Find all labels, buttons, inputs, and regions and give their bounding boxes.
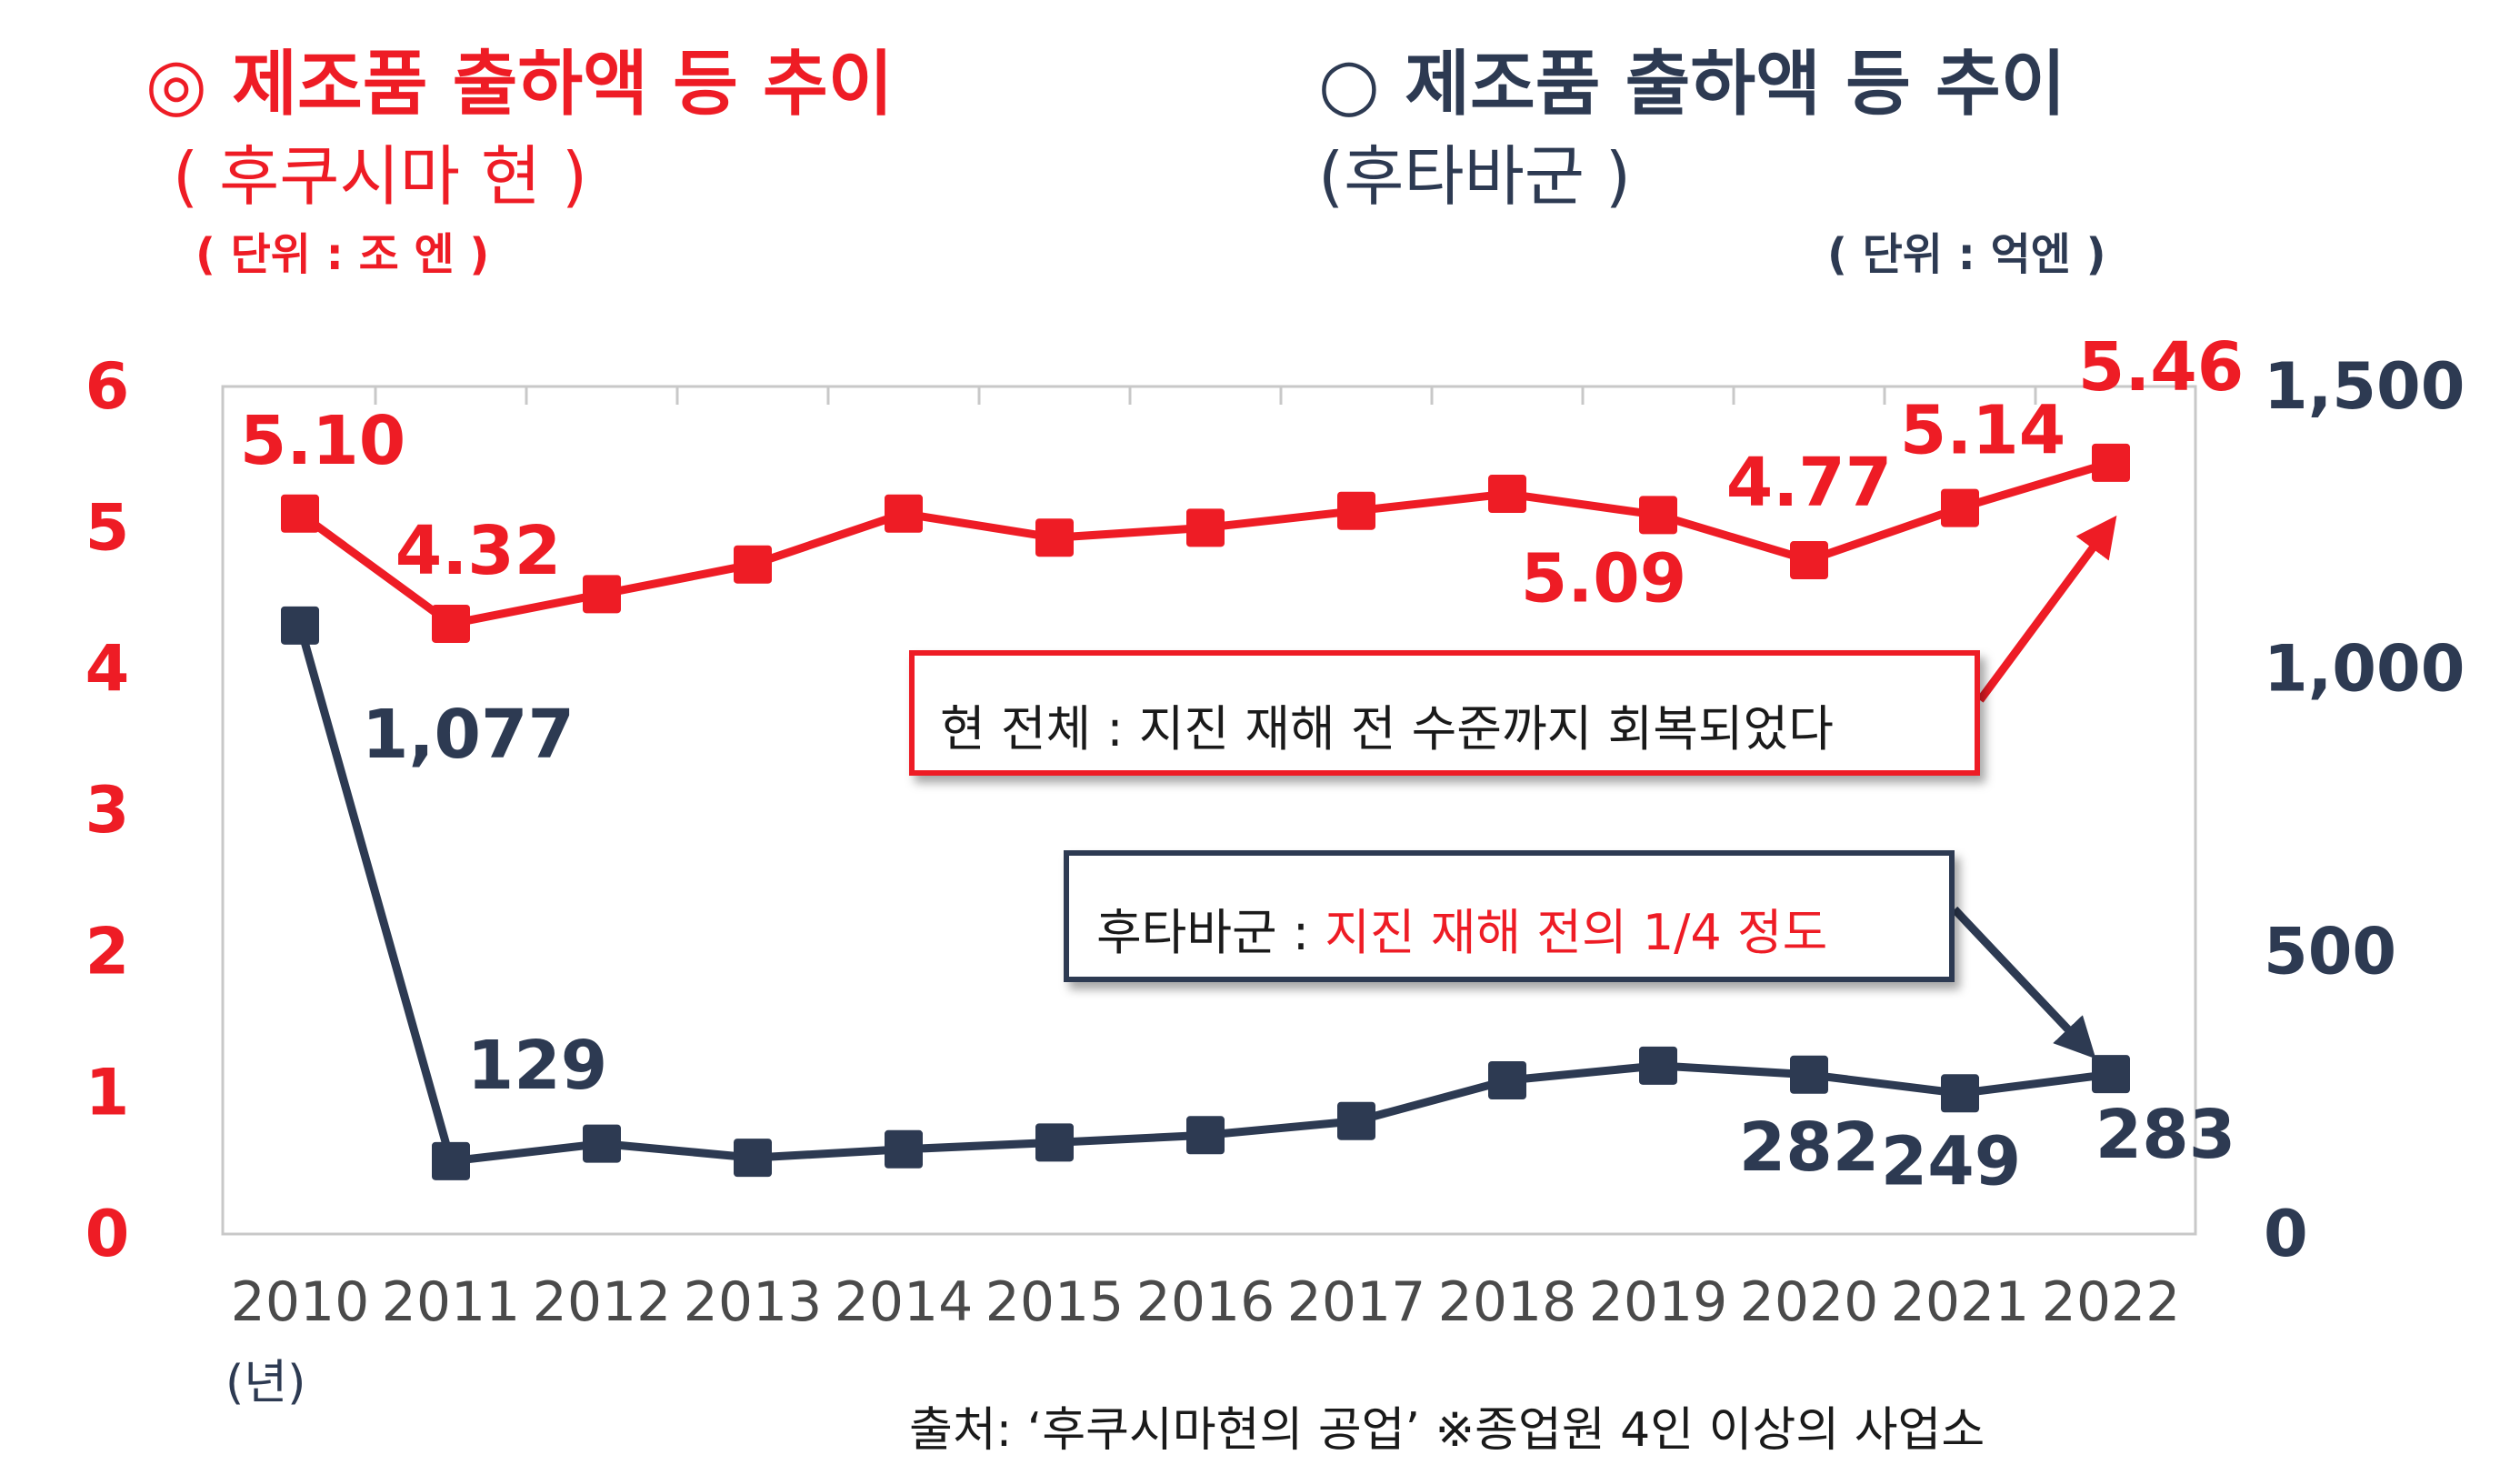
prefecture-data-label: 5.10 (240, 402, 406, 480)
futaba-marker (281, 606, 319, 645)
prefecture-data-label: 5.09 (1521, 539, 1687, 617)
futaba-marker (1337, 1101, 1375, 1140)
y-left-tick-label: 0 (85, 1197, 130, 1271)
callout-prefecture: 현 전체 : 지진 재해 전 수준까지 회복되었다 (909, 650, 1980, 776)
prefecture-marker (1941, 488, 1979, 527)
prefecture-marker (1337, 491, 1375, 530)
futaba-arrow (1951, 906, 2096, 1059)
prefecture-data-label: 4.32 (395, 512, 562, 590)
prefecture-marker (281, 494, 319, 533)
right-subtitle: (후타바군 ) (1318, 138, 1632, 215)
prefecture-marker (2092, 443, 2130, 482)
right-unit: ( 단위 : 억엔 ) (1827, 229, 2106, 280)
y-left-tick-label: 1 (85, 1056, 130, 1130)
y-right-tick-label: 0 (2264, 1197, 2308, 1271)
plot-area (221, 385, 2197, 1236)
x-tick-label: 2019 (1589, 1270, 1728, 1334)
futaba-data-label: 1,077 (362, 696, 575, 774)
futaba-data-label: 282 (1739, 1109, 1879, 1187)
futaba-marker (734, 1139, 772, 1178)
futaba-marker (432, 1141, 470, 1180)
futaba-marker (1639, 1046, 1677, 1085)
futaba-data-label: 283 (2095, 1096, 2235, 1174)
futaba-marker (1488, 1060, 1526, 1099)
left-title-bullet: ◎ (145, 44, 208, 125)
left-unit: ( 단위 : 조 엔 ) (195, 229, 490, 280)
x-tick-label: 2013 (684, 1270, 823, 1334)
x-tick-label: 2021 (1891, 1270, 2030, 1334)
callout-futaba-text: 후타바군 : 지진 재해 전의 1/4 정도 (1096, 892, 1827, 964)
x-tick-label: 2017 (1287, 1270, 1426, 1334)
prefecture-marker (734, 545, 772, 584)
prefecture-data-label: 5.14 (1900, 392, 2066, 470)
prefecture-marker (1639, 496, 1677, 535)
prefecture-marker (583, 575, 621, 614)
callout-futaba: 후타바군 : 지진 재해 전의 1/4 정도 (1064, 850, 1955, 982)
futaba-marker (583, 1124, 621, 1163)
right-title: ○ 제조품 출하액 등 추이 (1318, 27, 2066, 129)
left-title: ◎ 제조품 출하액 등 추이 (145, 27, 894, 129)
prefecture-marker (1035, 518, 1074, 557)
source-note: 출처: ‘후쿠시마현의 공업’ ※종업원 4인 이상의 사업소 (909, 1403, 1985, 1458)
futaba-data-label: 129 (467, 1027, 607, 1105)
right-title-bullet: ○ (1318, 44, 1381, 125)
prefecture-data-label: 4.77 (1726, 444, 1893, 522)
prefecture-arrow (1976, 515, 2117, 703)
right-title-text: 제조품 출하액 등 추이 (1405, 44, 2066, 125)
y-left-tick-label: 6 (85, 349, 130, 424)
x-tick-label: 2012 (533, 1270, 672, 1334)
futaba-marker (1790, 1055, 1828, 1094)
prefecture-data-label: 5.46 (2078, 328, 2245, 406)
y-left-tick-label: 2 (85, 914, 130, 988)
futaba-marker (1035, 1123, 1074, 1162)
futaba-marker (1186, 1116, 1225, 1155)
year-unit-label: (년) (225, 1356, 306, 1410)
futaba-marker (885, 1129, 923, 1169)
y-left-tick-label: 5 (85, 490, 130, 565)
prefecture-marker (1186, 508, 1225, 547)
y-right-tick-label: 1,000 (2264, 632, 2465, 707)
callout-futaba-highlight: 지진 재해 전의 1/4 정도 (1325, 904, 1828, 961)
prefecture-marker (885, 494, 923, 533)
futaba-data-label: 249 (1881, 1122, 2021, 1200)
x-tick-label: 2014 (835, 1270, 974, 1334)
callout-prefecture-text: 현 전체 : 지진 재해 전 수준까지 회복되었다 (940, 700, 1834, 758)
futaba-marker (1941, 1074, 1979, 1113)
prefecture-marker (1488, 475, 1526, 514)
x-tick-label: 2020 (1740, 1270, 1879, 1334)
x-tick-label: 2016 (1136, 1270, 1275, 1334)
x-tick-label: 2011 (382, 1270, 521, 1334)
y-right-tick-label: 500 (2264, 914, 2396, 988)
x-tick-label: 2010 (231, 1270, 370, 1334)
callout-futaba-prefix: 후타바군 : (1096, 904, 1325, 961)
left-title-text: 제조품 출하액 등 추이 (232, 44, 894, 125)
futaba-marker (2092, 1055, 2130, 1094)
x-tick-label: 2022 (2042, 1270, 2181, 1334)
y-left-tick-label: 3 (85, 773, 130, 848)
y-right-tick-label: 1,500 (2264, 349, 2465, 424)
prefecture-marker (432, 604, 470, 643)
prefecture-marker (1790, 541, 1828, 580)
left-subtitle: ( 후쿠시마 현 ) (173, 138, 588, 215)
x-tick-label: 2015 (985, 1270, 1125, 1334)
x-tick-label: 2018 (1438, 1270, 1577, 1334)
y-left-tick-label: 4 (85, 632, 130, 707)
